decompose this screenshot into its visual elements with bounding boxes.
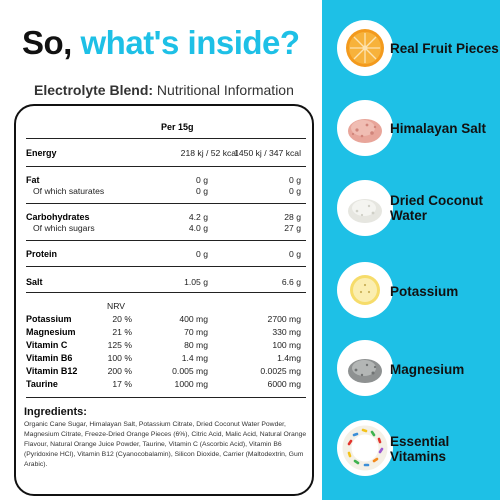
mineral-label: Vitamin B12 [26, 366, 78, 376]
mineral-per-serving: 0.005 mg [172, 366, 208, 376]
page-subtitle: Electrolyte Blend: Nutritional Informati… [34, 82, 294, 98]
pink-salt-icon [337, 100, 393, 156]
nrv-header: NRV [107, 301, 125, 311]
mineral-per-100g: 330 mg [272, 327, 301, 337]
features-panel [322, 0, 500, 500]
feature-label-line: Potassium [390, 284, 459, 299]
coconut-powder-icon [337, 180, 393, 236]
feature-label-line: Himalayan Salt [390, 121, 487, 136]
sugars-per-100g: 27 g [284, 223, 301, 233]
mineral-per-100g: 6000 mg [267, 379, 301, 389]
fat-label: Fat [26, 175, 40, 185]
table-divider [26, 138, 306, 139]
saturates-label: Of which saturates [33, 186, 105, 196]
mineral-nrv: 17 % [112, 379, 132, 389]
carbohydrates-label: Carbohydrates [26, 212, 90, 222]
page-headline: So, what's inside? [22, 24, 300, 62]
protein-per-serving: 0 g [196, 249, 208, 259]
salt-per-serving: 1.05 g [184, 277, 208, 287]
salt-per-100g: 6.6 g [281, 277, 301, 287]
feature-label-line: Water [390, 208, 428, 223]
mineral-label: Potassium [26, 314, 72, 324]
feature-label-line: Vitamins [390, 449, 447, 464]
vitamin-sprinkles-icon [337, 420, 393, 476]
table-divider [26, 203, 306, 204]
protein-per-100g: 0 g [289, 249, 301, 259]
mineral-nrv: 20 % [112, 314, 132, 324]
salt-label: Salt [26, 277, 43, 287]
saturates-per-serving: 0 g [196, 186, 208, 196]
table-divider [26, 266, 306, 267]
mineral-per-serving: 80 mg [184, 340, 208, 350]
feature-label: Magnesium [390, 362, 464, 377]
feature-label: Dried Coconut Water [390, 193, 483, 223]
feature-label-line: Magnesium [390, 362, 465, 377]
saturates-per-100g: 0 g [289, 186, 301, 196]
mineral-per-serving: 70 mg [184, 327, 208, 337]
ingredients-text: Organic Cane Sugar, Himalayan Salt, Pota… [24, 421, 307, 468]
mineral-label: Taurine [26, 379, 58, 389]
magnesium-granules-icon [337, 340, 393, 396]
table-divider [26, 166, 306, 167]
mineral-per-100g: 0.0025 mg [260, 366, 301, 376]
mineral-nrv: 100 % [107, 353, 132, 363]
fat-per-100g: 0 g [289, 175, 301, 185]
feature-label-line: Dried Coconut [390, 193, 483, 208]
mineral-label: Magnesium [26, 327, 76, 337]
carbohydrates-per-100g: 28 g [284, 212, 301, 222]
table-divider [26, 292, 306, 293]
table-divider [26, 397, 306, 398]
nutrition-panel: So, what's inside? Electrolyte Blend: Nu… [14, 24, 314, 496]
protein-label: Protein [26, 249, 58, 259]
per-serving-header: Per 15g [161, 122, 194, 132]
headline-part-1: So, [22, 24, 81, 61]
feature-label: Essential Vitamins [390, 434, 449, 464]
energy-label: Energy [26, 148, 57, 158]
feature-label: Himalayan Salt [390, 121, 486, 136]
orange-slice-icon [337, 20, 393, 76]
nutrition-table-card: Per 15g Energy 218 kj / 52 kcal 1450 kj … [14, 104, 314, 496]
feature-label-line: Real Fruit Pieces [390, 41, 499, 56]
mineral-nrv: 125 % [107, 340, 132, 350]
subtitle-rest: Nutritional Information [153, 82, 294, 98]
headline-part-2: what's inside? [80, 24, 301, 61]
mineral-per-100g: 100 mg [272, 340, 301, 350]
mineral-per-serving: 1000 mg [174, 379, 208, 389]
mineral-label: Vitamin C [26, 340, 68, 350]
feature-label: Potassium [390, 284, 458, 299]
sugars-label: Of which sugars [33, 223, 95, 233]
fat-per-serving: 0 g [196, 175, 208, 185]
ingredients-title: Ingredients: [24, 406, 87, 418]
mineral-label: Vitamin B6 [26, 353, 73, 363]
sugars-per-serving: 4.0 g [188, 223, 208, 233]
feature-label: Real Fruit Pieces [390, 41, 499, 56]
table-divider [26, 240, 306, 241]
energy-per-100g: 1450 kj / 347 kcal [234, 148, 301, 158]
mineral-per-serving: 400 mg [179, 314, 208, 324]
subtitle-bold: Electrolyte Blend: [34, 82, 154, 98]
mineral-nrv: 200 % [107, 366, 132, 376]
mineral-per-100g: 1.4mg [277, 353, 301, 363]
banana-slice-icon [337, 262, 393, 318]
mineral-per-serving: 1.4 mg [181, 353, 208, 363]
energy-per-serving: 218 kj / 52 kcal [180, 148, 238, 158]
mineral-nrv: 21 % [112, 327, 132, 337]
mineral-per-100g: 2700 mg [267, 314, 301, 324]
carbohydrates-per-serving: 4.2 g [188, 212, 208, 222]
feature-label-line: Essential [390, 434, 450, 449]
